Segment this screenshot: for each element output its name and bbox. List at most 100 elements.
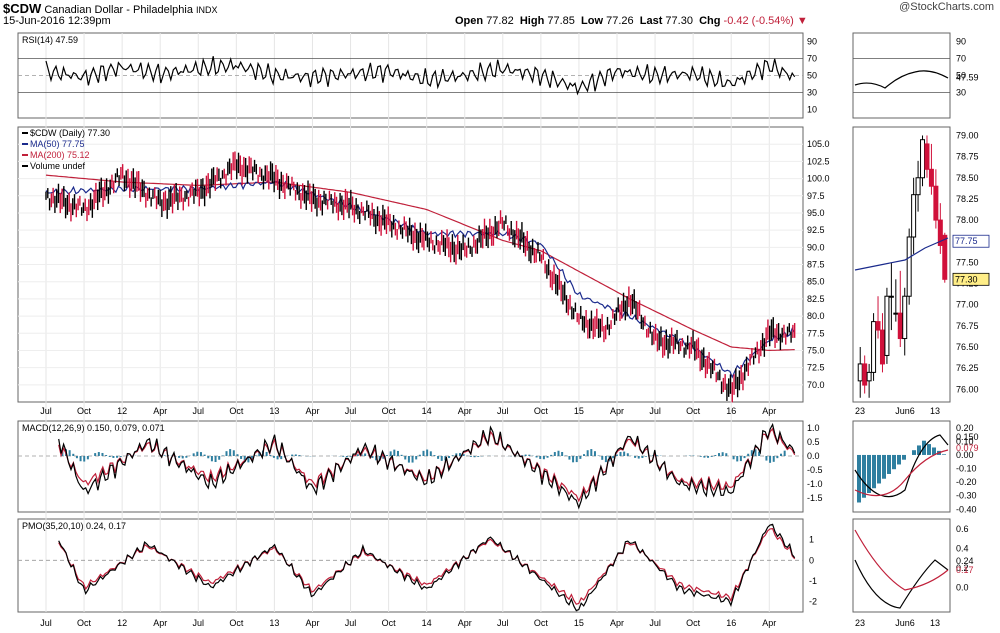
macd-histogram-bar (291, 454, 294, 456)
zoom-pmo-tag: 0.24 (956, 556, 974, 566)
last-label: Last (639, 15, 663, 27)
datetime: 15-Jun-2016 12:39pm (3, 15, 111, 27)
macd-histogram-bar (765, 456, 768, 461)
pmo-signal-line (58, 527, 796, 605)
macd-histogram-bar (717, 453, 720, 456)
x-tick-label: 15 (574, 406, 584, 416)
x-tick-label: Oct (686, 618, 701, 628)
macd-histogram-bar (243, 456, 246, 463)
chg-value: -0.42 (-0.54%) (723, 15, 794, 27)
macd-histogram-bar (586, 450, 589, 456)
zoom-macd-tick: -0.10 (956, 464, 977, 474)
macd-histogram-bar (411, 456, 414, 463)
macd-histogram-bar (539, 456, 542, 459)
macd-tick-label: -1.5 (807, 493, 823, 503)
zoom-macd-bar (877, 454, 881, 484)
macd-histogram-bar (75, 456, 78, 459)
zoom-price-tick: 79.00 (956, 130, 979, 140)
x-tick-label: Apr (458, 406, 472, 416)
macd-histogram-bar (444, 456, 447, 461)
macd-histogram-bar (356, 454, 359, 456)
zoom-pmo-tick: 0.6 (956, 524, 969, 534)
zoom-macd-bar (917, 445, 921, 455)
zoom-rsi-tick: 90 (956, 37, 966, 47)
macd-line (58, 422, 796, 510)
legend-label: Volume undef (30, 161, 86, 171)
zoom-candle-body (937, 219, 943, 246)
last-value: 77.30 (665, 15, 693, 27)
macd-histogram-bar (776, 456, 779, 459)
pmo-tick-label: -1 (809, 576, 817, 586)
zoom-x-label: 13 (930, 406, 940, 416)
macd-histogram-bar (440, 456, 443, 461)
zoom-candle-body (942, 234, 948, 280)
macd-histogram-bar (236, 454, 239, 456)
x-tick-label: Apr (153, 618, 167, 628)
macd-histogram-bar (221, 455, 224, 456)
macd-histogram-bar (127, 455, 130, 456)
macd-histogram-bar (276, 456, 279, 460)
macd-histogram-bar (415, 456, 418, 460)
x-tick-label: Oct (229, 406, 244, 416)
macd-histogram-bar (736, 456, 739, 462)
macd-tick-label: 0.0 (807, 451, 820, 461)
x-tick-label: Oct (686, 406, 701, 416)
zoom-macd-bar (857, 454, 861, 503)
zoom-price-tick: 77.00 (956, 300, 979, 310)
x-tick-label: Jul (497, 618, 509, 628)
open-label: Open (455, 15, 484, 27)
price-tick-label: 82.5 (807, 294, 825, 304)
macd-histogram-bar (743, 456, 746, 459)
price-tick-label: 85.0 (807, 277, 825, 287)
high-label: High (519, 15, 545, 27)
macd-histogram-bar (758, 451, 761, 456)
macd-histogram-bar (593, 451, 596, 456)
macd-histogram-bar (185, 456, 188, 458)
macd-tick-label: -0.5 (807, 465, 823, 475)
macd-histogram-bar (637, 456, 640, 459)
macd-histogram-bar (451, 455, 454, 456)
zoom-macd-bar (867, 454, 871, 493)
rsi-tick-label: 90 (807, 37, 817, 47)
x-tick-label: 15 (574, 618, 584, 628)
macd-histogram-bar (623, 451, 626, 456)
zoom-x-label: 23 (855, 406, 865, 416)
x-tick-label: 14 (422, 618, 432, 628)
macd-histogram-bar (568, 456, 571, 460)
macd-histogram-bar (542, 456, 545, 460)
zoom-candle-body (875, 321, 881, 331)
macd-tick-label: 0.5 (807, 437, 820, 447)
zoom-macd-bar (887, 454, 891, 474)
macd-histogram-bar (590, 449, 593, 456)
zoom-price-tag (952, 272, 990, 286)
macd-histogram-bar (294, 454, 297, 456)
macd-histogram-bar (619, 451, 622, 456)
zoom-pmo-tick: 0.0 (956, 583, 969, 593)
x-tick-label: 16 (726, 406, 736, 416)
ohlc-bar: Open 77.82 High 77.85 Low 77.26 Last 77.… (455, 15, 808, 27)
macd-histogram-bar (229, 449, 232, 456)
macd-histogram-bar (342, 456, 345, 457)
zoom-price-tick: 76.25 (956, 363, 979, 373)
macd-histogram-bar (280, 456, 283, 460)
zoom-x-label: 13 (930, 618, 940, 628)
macd-histogram-bar (396, 450, 399, 456)
macd-histogram-bar (178, 456, 181, 458)
macd-histogram-bar (247, 456, 250, 463)
zoom-macd-tag: 0.079 (956, 443, 979, 453)
macd-histogram-bar (112, 456, 115, 458)
x-tick-label: Oct (382, 618, 397, 628)
macd-histogram-bar (225, 451, 228, 456)
zoom-macd-bar (892, 454, 896, 470)
zoom-macd-tick: -0.40 (956, 504, 977, 514)
zoom-candle-body (857, 363, 863, 382)
macd-histogram-bar (163, 455, 166, 456)
low-label: Low (581, 15, 604, 27)
x-tick-label: Oct (534, 618, 549, 628)
macd-histogram-bar (714, 455, 717, 456)
zoom-pmo-tag: 0.17 (956, 565, 974, 575)
macd-histogram-bar (645, 456, 648, 457)
x-tick-label: Jul (497, 406, 509, 416)
macd-histogram-bar (404, 456, 407, 460)
zoom-candle-body (866, 371, 872, 382)
